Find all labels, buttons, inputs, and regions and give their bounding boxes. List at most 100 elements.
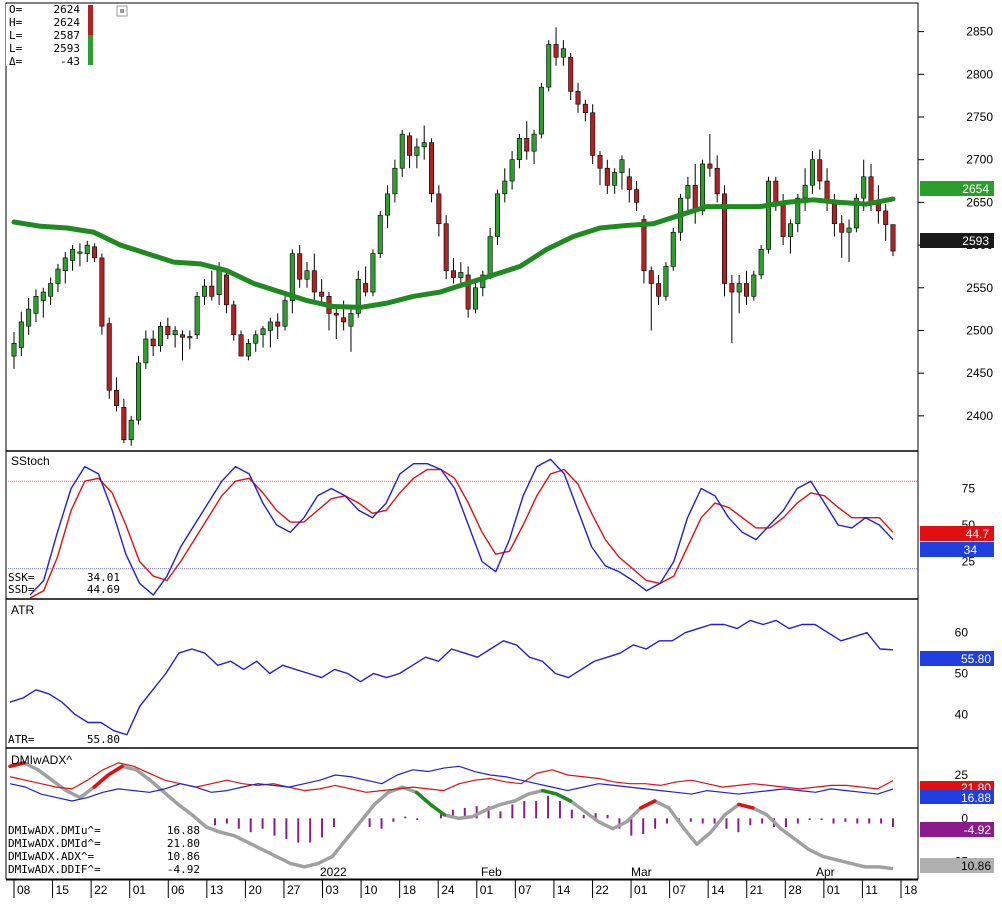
candle-body (136, 362, 142, 421)
candle-body (634, 189, 640, 203)
candle-body (297, 253, 303, 280)
ohlc-up-strip (88, 35, 93, 65)
ssd-tag-text: 44.7 (966, 527, 990, 541)
ohlc-last-value: 2593 (54, 42, 81, 55)
last-price-tag-text: 2593 (962, 234, 989, 248)
candle-body (289, 253, 295, 301)
ma-price-tag: 2654 (920, 181, 994, 196)
ddif-tag-text: -4.92 (964, 823, 992, 837)
candle-body (839, 223, 845, 233)
candle-body (62, 257, 68, 271)
candle-body (158, 325, 163, 347)
candle-body (538, 86, 544, 135)
candle-body (619, 159, 625, 173)
x-axis-label: 06 (171, 883, 185, 897)
candle-body (216, 270, 222, 295)
candle-body (143, 338, 149, 364)
candle-body (656, 283, 662, 297)
candle-body (809, 159, 815, 186)
x-axis-label: 01 (480, 883, 494, 897)
x-axis-label: 14 (557, 883, 571, 897)
candle-body (33, 296, 39, 314)
candle-body (729, 283, 735, 293)
candle-body (121, 407, 127, 441)
candle-body (758, 249, 764, 276)
candle-body (531, 133, 537, 152)
x-axis-label: 18 (904, 883, 918, 897)
atr-tag: 55.80 (920, 651, 994, 666)
candle-body (700, 163, 706, 212)
candle-body (238, 334, 244, 357)
ssk-line (29, 458, 894, 596)
candle-body (414, 146, 420, 156)
dmi-axis-label: 0 (961, 811, 968, 825)
price-panel (11, 27, 896, 446)
candle-body (253, 334, 259, 344)
x-axis-label: 13 (210, 883, 224, 897)
candle-body (231, 304, 237, 336)
x-axis-label: 18 (403, 883, 417, 897)
candle-body (817, 159, 823, 182)
candle-body (319, 291, 325, 297)
candle-body (333, 313, 339, 316)
candle-body (223, 274, 229, 306)
price-axis-label: 2500 (966, 323, 993, 337)
candle-body (282, 300, 288, 327)
x-period-label: Apr (816, 865, 835, 879)
x-period-label: Mar (631, 865, 652, 879)
ohlc-change-label: Δ= (9, 55, 23, 68)
candle-body (40, 291, 46, 301)
candle-body (663, 266, 669, 297)
candle-body (348, 313, 354, 327)
candle-body (546, 44, 552, 88)
candle-body (787, 223, 793, 237)
atr-panel (9, 619, 894, 736)
chart-border (5, 2, 919, 880)
stoch-axis-label: 25 (962, 555, 976, 569)
candle-body (201, 285, 207, 297)
candle-body (597, 155, 603, 169)
candle-body (209, 285, 215, 297)
candle-body (612, 172, 618, 186)
candle-body (267, 321, 273, 331)
atr-value: 55.80 (87, 733, 120, 746)
candle-body (165, 325, 171, 336)
candle-body (11, 342, 17, 357)
x-axis-label: 22 (595, 883, 609, 897)
candle-body (604, 167, 610, 186)
candle-body (407, 135, 413, 156)
adx-tag-text: 10.86 (961, 859, 991, 873)
candle-body (311, 270, 317, 293)
dmi-title: DMIwADX^ (11, 753, 72, 767)
candle-body (744, 283, 749, 297)
reference-lines (8, 480, 918, 570)
candle-body (707, 163, 713, 169)
adx-tag: 10.86 (920, 858, 994, 873)
candle-body (524, 138, 530, 152)
ohlc-high-label: H= (9, 16, 23, 29)
adx-highlight-segment (737, 802, 755, 810)
candle-body (179, 334, 185, 338)
adx-highlight-segment (8, 761, 26, 769)
x-axis-label: 21 (750, 883, 764, 897)
candle-body (582, 103, 588, 114)
panel-menu-button[interactable] (116, 5, 128, 17)
ohlc-last-label: L= (9, 42, 23, 55)
candle-body (853, 197, 859, 229)
adx-highlight-segment (92, 764, 124, 789)
price-axis-label: 2400 (966, 409, 993, 423)
price-axis-label: 2700 (966, 153, 993, 167)
candle-body (392, 167, 398, 195)
candle-body (692, 185, 698, 212)
candle-body (150, 338, 156, 347)
candle-body (458, 272, 464, 278)
panel-frames (5, 2, 919, 881)
atr-axis-label: 60 (955, 626, 969, 640)
candle-body (245, 342, 251, 357)
x-axis-label: 28 (788, 883, 802, 897)
dmiu-tag-text: 16.88 (961, 791, 991, 805)
ssd-line (29, 468, 894, 599)
atr-title: ATR (11, 603, 34, 617)
adx-highlight-segment (414, 790, 447, 817)
candle-body (722, 193, 728, 284)
